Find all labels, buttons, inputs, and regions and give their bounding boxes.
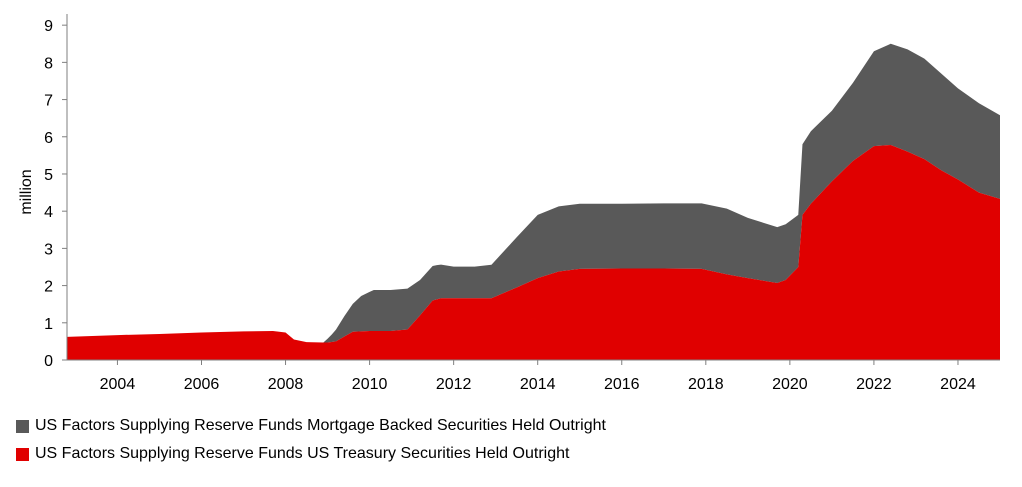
legend: US Factors Supplying Reserve Funds Mortg…	[16, 412, 606, 468]
legend-label-mbs: US Factors Supplying Reserve Funds Mortg…	[35, 417, 606, 434]
y-tick-label: 7	[44, 93, 53, 110]
area-mbs	[67, 43, 1000, 343]
y-tick-label: 9	[44, 18, 53, 35]
legend-item-mbs: US Factors Supplying Reserve Funds Mortg…	[16, 412, 606, 440]
x-tick-label: 2022	[856, 376, 892, 393]
x-tick-label: 2004	[100, 376, 136, 393]
x-tick-label: 2012	[436, 376, 472, 393]
legend-swatch-mbs	[16, 419, 29, 433]
y-tick-label: 5	[44, 167, 53, 184]
x-tick-label: 2010	[352, 376, 388, 393]
x-tick-label: 2024	[940, 376, 976, 393]
y-tick-label: 6	[44, 130, 53, 147]
x-tick-label: 2014	[520, 376, 556, 393]
area-treasury	[67, 144, 1000, 360]
x-tick-label: 2018	[688, 376, 724, 393]
legend-label-treasury: US Factors Supplying Reserve Funds US Tr…	[35, 445, 570, 462]
x-tick-label: 2020	[772, 376, 808, 393]
y-tick-label: 4	[44, 204, 53, 221]
y-tick-label: 2	[44, 279, 53, 296]
y-tick-label: 8	[44, 55, 53, 72]
y-tick-label: 3	[44, 241, 53, 258]
legend-swatch-treasury	[16, 447, 29, 461]
stacked-area-chart: 0 1 2 3 4 5 6 7 8 9 2004 2006 2008 2010 2012 2014 2016 20…	[18, 14, 1000, 393]
x-tick-label: 2008	[268, 376, 304, 393]
x-tick-label: 2016	[604, 376, 640, 393]
y-tick-label: 1	[44, 316, 53, 333]
x-tick-label: 2006	[184, 376, 220, 393]
legend-item-treasury: US Factors Supplying Reserve Funds US Tr…	[16, 440, 606, 468]
y-axis-label: million	[18, 169, 35, 214]
y-tick-label: 0	[44, 353, 53, 370]
